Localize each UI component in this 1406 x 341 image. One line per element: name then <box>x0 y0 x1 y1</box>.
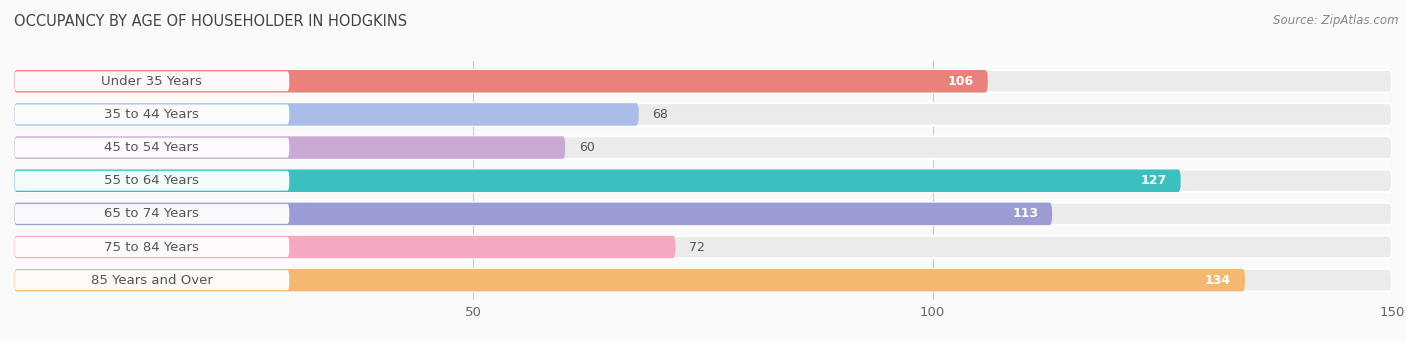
FancyBboxPatch shape <box>14 203 1392 225</box>
FancyBboxPatch shape <box>14 136 1392 159</box>
FancyBboxPatch shape <box>14 171 290 191</box>
FancyBboxPatch shape <box>14 104 290 124</box>
Text: 60: 60 <box>579 141 595 154</box>
FancyBboxPatch shape <box>14 103 1392 126</box>
FancyBboxPatch shape <box>14 237 290 257</box>
FancyBboxPatch shape <box>14 270 290 290</box>
FancyBboxPatch shape <box>14 204 290 224</box>
FancyBboxPatch shape <box>14 136 565 159</box>
Text: 127: 127 <box>1140 174 1167 187</box>
Text: 72: 72 <box>689 240 704 254</box>
FancyBboxPatch shape <box>14 236 1392 258</box>
FancyBboxPatch shape <box>14 169 1181 192</box>
Text: 65 to 74 Years: 65 to 74 Years <box>104 207 200 220</box>
Text: 45 to 54 Years: 45 to 54 Years <box>104 141 200 154</box>
Text: 85 Years and Over: 85 Years and Over <box>91 274 212 287</box>
Text: Source: ZipAtlas.com: Source: ZipAtlas.com <box>1274 14 1399 27</box>
FancyBboxPatch shape <box>14 169 1392 192</box>
Text: OCCUPANCY BY AGE OF HOUSEHOLDER IN HODGKINS: OCCUPANCY BY AGE OF HOUSEHOLDER IN HODGK… <box>14 14 408 29</box>
FancyBboxPatch shape <box>14 103 638 126</box>
Text: 55 to 64 Years: 55 to 64 Years <box>104 174 200 187</box>
FancyBboxPatch shape <box>14 138 290 158</box>
FancyBboxPatch shape <box>14 70 1392 92</box>
FancyBboxPatch shape <box>14 71 290 91</box>
FancyBboxPatch shape <box>14 269 1392 292</box>
FancyBboxPatch shape <box>14 269 1244 292</box>
FancyBboxPatch shape <box>14 203 1052 225</box>
Text: 35 to 44 Years: 35 to 44 Years <box>104 108 200 121</box>
Text: Under 35 Years: Under 35 Years <box>101 75 202 88</box>
Text: 106: 106 <box>948 75 974 88</box>
FancyBboxPatch shape <box>14 70 988 92</box>
Text: 134: 134 <box>1205 274 1232 287</box>
FancyBboxPatch shape <box>14 236 675 258</box>
Text: 75 to 84 Years: 75 to 84 Years <box>104 240 200 254</box>
Text: 113: 113 <box>1012 207 1038 220</box>
Text: 68: 68 <box>652 108 668 121</box>
